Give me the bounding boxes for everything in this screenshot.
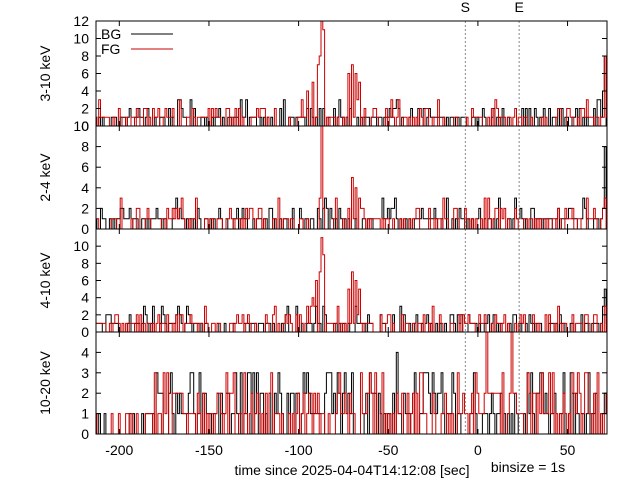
y-tick-label: 2	[81, 307, 89, 323]
bg-series-line-panel-4	[96, 351, 607, 434]
y-tick-label: 4	[81, 344, 89, 360]
y-tick-label: 6	[81, 66, 89, 82]
y-tick-label: 4	[81, 180, 89, 196]
y-axis-label-panel-2: 2-4 keV	[37, 153, 53, 202]
fg-series-line-panel-2	[96, 126, 607, 229]
x-tick-label: 50	[560, 442, 576, 458]
x-tick-label: -150	[195, 442, 223, 458]
fg-series-line-panel-4	[96, 332, 607, 434]
y-tick-label: 2	[81, 200, 89, 216]
y-tick-label: 1	[81, 406, 89, 422]
y-tick-label: 8	[81, 139, 89, 155]
axes-layer	[95, 20, 608, 435]
y-tick-label: 2	[81, 385, 89, 401]
fg-series-line-panel-3	[96, 237, 607, 332]
y-tick-label: 10	[73, 118, 89, 134]
x-axis-label: time since 2025-04-04T14:12:08 [sec]	[234, 462, 469, 478]
y-tick-label: 8	[81, 48, 89, 64]
panel-frame-4	[95, 331, 608, 435]
binsize-label: binsize = 1s	[491, 459, 565, 475]
bg-series-line-panel-1	[96, 55, 607, 126]
marker-label-e: E	[514, 0, 523, 15]
marker-label-s: S	[461, 0, 470, 15]
y-tick-label: 2	[81, 101, 89, 117]
x-tick-label: -50	[378, 442, 398, 458]
y-axis-label-panel-4: 10-20 keV	[37, 350, 53, 414]
legend-label-fg: FG	[101, 41, 120, 57]
y-axis-label-panel-3: 4-10 keV	[37, 252, 53, 309]
y-tick-label: 4	[81, 290, 89, 306]
x-tick-label: -100	[285, 442, 313, 458]
y-tick-label: 3	[81, 365, 89, 381]
y-tick-label: 6	[81, 159, 89, 175]
y-tick-label: 10	[73, 238, 89, 254]
y-tick-label: 0	[81, 221, 89, 237]
curves-layer	[96, 21, 607, 434]
y-tick-label: 6	[81, 273, 89, 289]
x-tick-label: 0	[474, 442, 482, 458]
x-tick-label: -200	[105, 442, 133, 458]
y-tick-label: 8	[81, 255, 89, 271]
y-tick-label: 0	[81, 426, 89, 442]
y-axis-label-panel-1: 3-10 keV	[37, 45, 53, 102]
y-tick-label: 4	[81, 83, 89, 99]
fg-series-line-panel-1	[96, 21, 607, 126]
y-tick-label: 12	[73, 13, 89, 29]
legend-label-bg: BG	[101, 26, 121, 42]
y-tick-label: 10	[73, 31, 89, 47]
y-tick-label: 0	[81, 324, 89, 340]
y-tick-label: 0	[81, 118, 89, 134]
